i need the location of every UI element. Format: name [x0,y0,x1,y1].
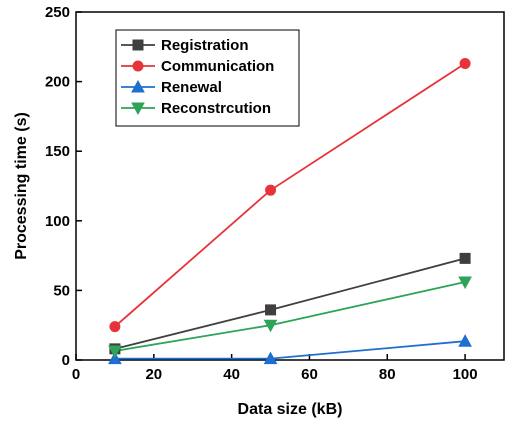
data-point-registration [459,252,471,264]
y-tick-label: 100 [45,213,70,230]
x-tick-label: 0 [72,366,80,383]
series-line-registration [114,257,466,350]
legend: Registration Communication Renewal Reconstr… [115,29,300,127]
series-line-reconstrcution [114,281,466,352]
legend-label-reconstrcution: Reconstrcution [161,100,271,117]
legend-marker-registration [132,39,144,51]
axis-ticks: 0 20 40 60 80 100 0 50 100 150 200 250 [45,4,478,383]
data-point-registration [265,304,277,316]
y-tick-label: 50 [53,282,70,299]
y-axis-title: Processing time (s) [13,112,30,260]
data-point-renewal [458,334,472,347]
x-tick-label: 100 [453,366,478,383]
data-point-reconstrcution [108,345,122,358]
data-point-communication [265,184,277,196]
series-line-renewal [114,340,466,360]
x-tick-label: 20 [145,366,162,383]
data-point-renewal [263,351,278,365]
y-tick-label: 150 [45,143,70,160]
legend-label-registration: Registration [161,37,249,54]
x-tick-label: 40 [223,366,240,383]
legend-marker-renewal [131,79,145,93]
x-tick-label: 60 [301,366,318,383]
data-point-reconstrcution [263,319,278,333]
y-tick-label: 250 [45,4,70,21]
x-tick-label: 80 [379,366,396,383]
data-point-communication [109,321,121,333]
legend-label-communication: Communication [161,58,274,75]
legend-marker-reconstrcution [131,102,145,116]
data-point-reconstrcution [458,276,472,290]
y-tick-label: 0 [62,352,70,369]
series-markers [108,58,472,365]
x-axis-title: Data size (kB) [238,401,343,418]
y-tick-label: 200 [45,74,70,91]
data-point-renewal [108,351,122,365]
legend-marker-communication [132,60,144,72]
legend-label-renewal: Renewal [161,79,222,96]
legend-box [115,29,300,127]
plot-frame [75,11,505,361]
data-point-communication [459,58,471,70]
